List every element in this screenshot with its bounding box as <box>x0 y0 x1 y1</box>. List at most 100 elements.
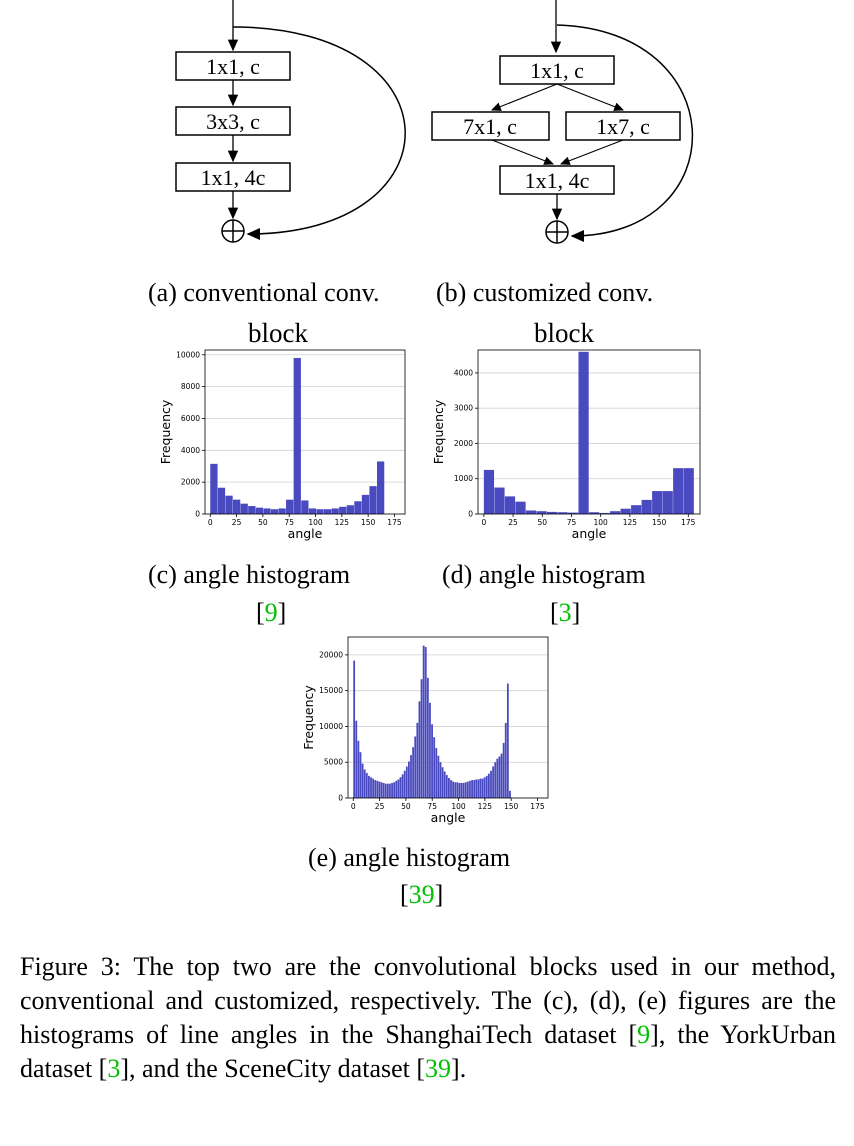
histogram-bar <box>378 781 381 798</box>
caption-b: (b) customized conv. <box>436 278 654 307</box>
x-tick-label: 0 <box>481 518 486 527</box>
histogram-bar <box>359 752 362 798</box>
histogram-bar <box>412 747 415 798</box>
histogram-bar <box>464 782 467 798</box>
y-tick-label: 6000 <box>181 414 200 423</box>
x-tick-label: 175 <box>681 518 696 527</box>
histogram-bar <box>377 461 385 514</box>
histogram-bar <box>368 775 370 798</box>
histogram-bar <box>557 512 568 514</box>
histogram-bar <box>372 778 375 798</box>
x-tick-label: 150 <box>652 518 667 527</box>
histogram-bar <box>395 780 398 798</box>
cite-c-link[interactable]: 9 <box>264 598 278 627</box>
y-tick-label: 15000 <box>319 686 343 695</box>
histogram-bar <box>424 647 427 798</box>
histogram-bar <box>255 507 264 514</box>
histogram-bar <box>488 773 490 798</box>
histogram-bar <box>452 781 455 798</box>
histogram-bar <box>422 645 425 798</box>
y-axis-label: Frequency <box>301 685 316 750</box>
histogram-bar <box>361 763 364 798</box>
histogram-bar <box>380 782 383 798</box>
histogram-bar <box>662 491 673 514</box>
y-tick-label: 10000 <box>176 350 200 359</box>
histogram-bar <box>525 510 537 514</box>
histogram-bar <box>441 767 444 798</box>
x-tick-label: 50 <box>401 802 411 811</box>
x-tick-label: 175 <box>530 802 545 811</box>
histogram-bar <box>443 771 446 798</box>
histogram-bar <box>494 762 497 798</box>
y-tick-label: 3000 <box>454 404 473 413</box>
cite-d-link[interactable]: 3 <box>558 598 572 627</box>
histogram-bar <box>374 780 377 798</box>
histogram-bar <box>479 778 482 798</box>
y-tick-label: 4000 <box>454 368 473 377</box>
block-a-box-3-label: 1x1, 4c <box>201 165 266 190</box>
cite-link-39[interactable]: 39 <box>425 1054 452 1083</box>
histogram-bar <box>426 677 429 798</box>
cite-e-link[interactable]: 39 <box>408 880 435 909</box>
histogram-bar <box>504 722 507 798</box>
histogram-bar <box>384 783 387 798</box>
histogram-bar <box>483 777 486 798</box>
histogram-bar <box>408 761 410 798</box>
x-tick-label: 50 <box>258 518 268 527</box>
histogram-bar <box>225 495 233 514</box>
histogram-bar <box>492 766 495 798</box>
block-a-box-3 <box>175 162 291 192</box>
cite-e: [39] <box>400 880 444 909</box>
histogram-bar <box>401 774 404 798</box>
histogram-bar <box>439 762 442 798</box>
histogram-bar <box>437 755 440 798</box>
histogram-bar <box>410 755 412 798</box>
x-tick-label: 100 <box>308 518 323 527</box>
histogram-bar <box>357 740 360 798</box>
histogram-bar <box>389 783 391 798</box>
cite-link-9[interactable]: 9 <box>637 1020 651 1049</box>
histogram-bar <box>469 780 471 798</box>
histogram-bar <box>490 770 492 798</box>
histogram-bar <box>369 486 377 514</box>
figure-caption: Figure 3: The top two are the convolutio… <box>20 950 836 1086</box>
x-tick-label: 100 <box>451 802 466 811</box>
histogram-bar <box>397 779 400 798</box>
histogram-bar <box>567 512 579 514</box>
y-tick-label: 4000 <box>181 446 200 455</box>
histogram-bar <box>403 770 406 798</box>
histogram-bar <box>418 701 421 798</box>
histogram-bar <box>473 780 476 798</box>
y-tick-label: 5000 <box>324 758 343 767</box>
x-tick-label: 25 <box>375 802 385 811</box>
histogram-bar <box>217 487 226 514</box>
histogram-bar <box>450 780 452 798</box>
block-a-box-2 <box>175 106 291 136</box>
x-tick-label: 75 <box>567 518 577 527</box>
cite-link-3[interactable]: 3 <box>107 1054 121 1083</box>
histogram-bar <box>485 775 488 798</box>
histogram-bar <box>610 511 621 514</box>
histogram-d: 0 25 50 75 100 125 150 175 0 1000 2000 3000 4000 angl… <box>431 349 701 541</box>
diagram-conventional-conv: 1x1, c 3x3, c 1x1, 4c <box>175 0 406 243</box>
block-b-box-4-label: 1x1, 4c <box>525 168 590 193</box>
histogram-bar <box>515 501 526 514</box>
histogram-bar <box>456 782 459 798</box>
diagram-customized-conv: 1x1, c 7x1, c 1x7, c 1x1, 4c <box>431 0 694 244</box>
histogram-bar <box>286 499 294 514</box>
histogram-bar <box>631 505 642 514</box>
block-a-box-2-label: 3x3, c <box>206 109 260 134</box>
histogram-bar <box>331 508 339 514</box>
histogram-bar <box>399 777 402 798</box>
x-tick-label: 25 <box>508 518 518 527</box>
histogram-bar <box>323 509 332 514</box>
histogram-bar <box>393 782 396 798</box>
cite-c: [9] <box>256 598 287 627</box>
x-axis-label: angle <box>572 526 607 541</box>
x-tick-label: 0 <box>351 802 356 811</box>
histogram-bar <box>454 782 457 798</box>
x-axis-label: angle <box>431 810 466 825</box>
histogram-bar <box>316 509 324 514</box>
add-icon <box>545 220 569 244</box>
plot-frame <box>347 636 549 799</box>
